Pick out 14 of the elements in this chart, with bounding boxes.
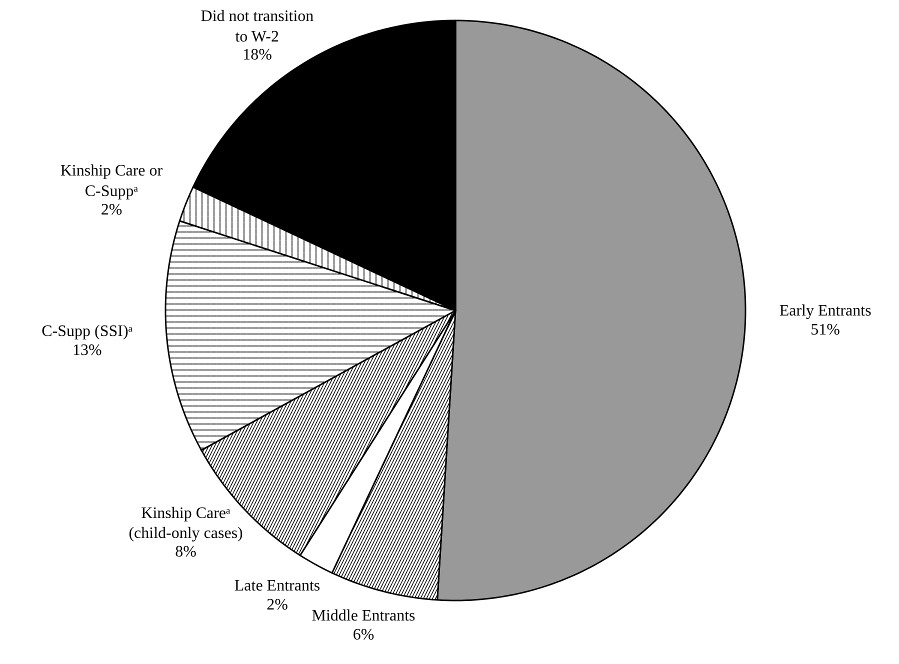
data-label: 8% [175,543,196,560]
slice-label: Late Entrants [234,577,320,594]
slice-label: Middle Entrants [312,607,416,624]
slice-label: Kinship Care or C-Suppᵃ [60,162,164,200]
data-label: 18% [242,46,272,64]
data-label: 51% [810,322,840,339]
slice-label: Kinship Careᵃ (child-only cases) [128,504,243,542]
slice-label: Early Entrants [779,302,872,320]
data-label: 6% [352,626,374,644]
slice-label: C-Supp (SSI)ᵃ [42,323,134,340]
data-label: 2% [266,596,288,614]
data-label: 2% [100,201,122,218]
data-label: 13% [72,342,102,360]
slice-label: Did not transition to W-2 [200,8,314,46]
